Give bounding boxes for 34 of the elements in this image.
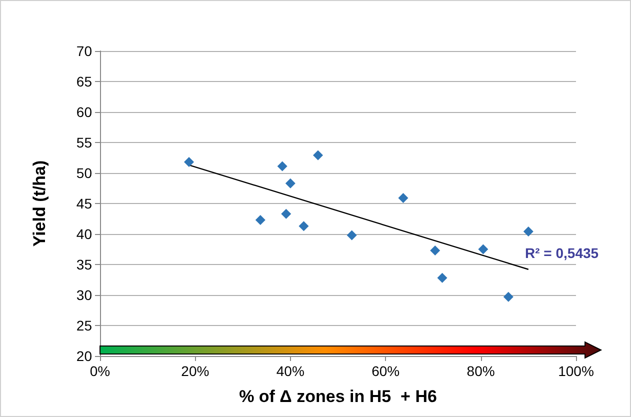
annotation: R² = 0,5435 — [525, 245, 599, 261]
point — [298, 221, 309, 232]
point — [430, 245, 440, 256]
y-tick-label: 40 — [76, 226, 92, 242]
point — [437, 272, 448, 283]
x-tick-label: 80% — [466, 363, 495, 379]
point — [523, 226, 534, 237]
x-tick-label: 100% — [558, 363, 594, 379]
point — [398, 193, 408, 204]
y-tick-label: 50 — [76, 165, 92, 181]
point — [503, 292, 514, 302]
y-tick-label: 20 — [76, 348, 92, 364]
point — [346, 230, 357, 240]
x-tick-label: 20% — [181, 363, 210, 379]
x-axis-title: % of Δ zones in H5 + H6 — [239, 387, 437, 406]
point — [313, 150, 324, 160]
x-tick-label: 0% — [90, 363, 110, 379]
point — [255, 214, 266, 225]
point — [281, 208, 292, 219]
y-tick-label: 30 — [76, 287, 92, 303]
point — [277, 161, 288, 172]
x-tick-label: 40% — [276, 363, 304, 379]
y-axis-title: Yield (t/ha) — [30, 160, 49, 247]
point — [184, 157, 194, 168]
y-tick-label: 65 — [76, 74, 92, 90]
y-tick-label: 25 — [76, 318, 92, 334]
x-tick-label: 60% — [372, 363, 400, 379]
point — [285, 178, 296, 188]
y-tick-label: 70 — [76, 43, 92, 59]
y-tick-label: 60 — [76, 104, 92, 120]
y-tick-label: 45 — [76, 196, 92, 212]
y-tick-label: 35 — [76, 256, 92, 272]
y-tick-label: 55 — [76, 134, 92, 150]
point — [478, 244, 488, 254]
